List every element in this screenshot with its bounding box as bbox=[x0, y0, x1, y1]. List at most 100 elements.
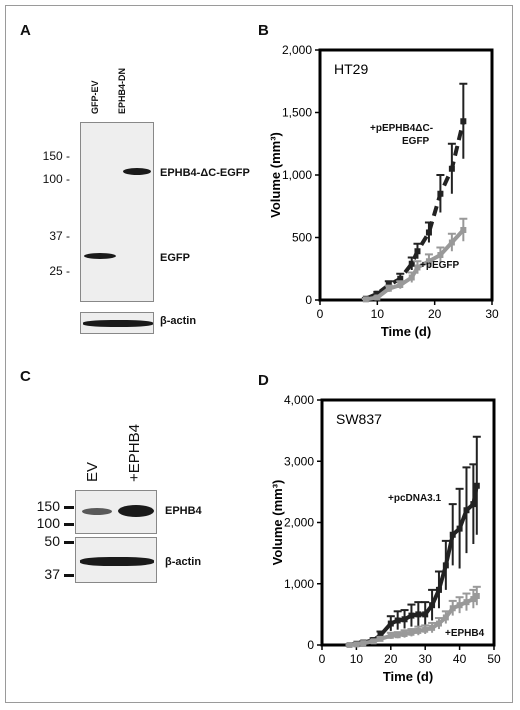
chart-b-data-point bbox=[414, 264, 421, 271]
chart-d-ytick-label: 1,000 bbox=[284, 577, 314, 591]
band-ephb4-ev bbox=[82, 508, 112, 515]
chart-b-data-point bbox=[460, 227, 467, 233]
band-actin-a bbox=[83, 320, 153, 327]
chart-d-data-point bbox=[353, 641, 360, 648]
chart-b-ytick-label: 1,000 bbox=[282, 168, 312, 182]
mw-marker-150: 150 - bbox=[42, 149, 70, 163]
chart-b-xtick-label: 20 bbox=[428, 307, 442, 321]
label-beta-actin-a: β-actin bbox=[160, 315, 197, 327]
chart-d-xtick-label: 0 bbox=[319, 652, 326, 666]
western-blot-a bbox=[80, 122, 154, 302]
chart-b-ytick-label: 0 bbox=[305, 293, 312, 307]
chart-b-xtick-label: 10 bbox=[371, 307, 385, 321]
chart-b-xlabel: Time (d) bbox=[381, 324, 431, 339]
chart-d-data-point bbox=[377, 632, 384, 639]
chart-d-data-point bbox=[470, 596, 477, 603]
chart-d-xtick-label: 10 bbox=[350, 652, 364, 666]
chart-d-data-point bbox=[429, 602, 436, 609]
chart-d-series-line-0 bbox=[349, 485, 479, 647]
chart-b-data-point bbox=[385, 285, 392, 292]
chart-b-data-point bbox=[414, 248, 421, 255]
chart-b-ytick-label: 1,500 bbox=[282, 106, 312, 120]
label-egfp: EGFP bbox=[160, 252, 190, 264]
band-egfp bbox=[84, 253, 116, 259]
chart-b-data-point bbox=[437, 190, 444, 197]
mw-tick-c-100 bbox=[64, 523, 74, 526]
mw-tick-c-37 bbox=[64, 574, 74, 577]
chart-b-data-point bbox=[362, 296, 369, 303]
band-actin-c bbox=[80, 557, 154, 566]
chart-d-data-point bbox=[463, 599, 470, 606]
panel-b-letter: B bbox=[258, 22, 269, 39]
chart-d-xtick-label: 50 bbox=[487, 652, 501, 666]
series-label-pegfp: +pEGFP bbox=[420, 260, 460, 271]
chart-b-inset-label: HT29 bbox=[334, 61, 368, 77]
chart-b-ytick-label: 2,000 bbox=[282, 43, 312, 57]
chart-d-xlabel: Time (d) bbox=[383, 669, 433, 684]
chart-d-data-point bbox=[473, 482, 480, 489]
mw-marker-c-100: 100 bbox=[36, 515, 60, 531]
chart-d-data-point bbox=[415, 627, 422, 634]
series-label-pephb4dc: +pEPHB4ΔC- bbox=[370, 123, 434, 134]
chart-d-data-point bbox=[470, 501, 477, 508]
chart-d-data-point bbox=[387, 620, 394, 627]
chart-b-data-point bbox=[374, 294, 381, 301]
chart-d-ylabel: Volume (mm³) bbox=[270, 480, 285, 566]
chart-d-data-point bbox=[394, 617, 401, 624]
chart-d-data-point bbox=[360, 640, 367, 647]
chart-d-data-point bbox=[370, 638, 377, 645]
chart-d-data-point bbox=[435, 620, 442, 627]
chart-d-ytick-label: 4,000 bbox=[284, 393, 314, 407]
chart-d-data-point bbox=[442, 614, 449, 621]
chart-b-data-point bbox=[437, 252, 444, 258]
label-ephb4-c: EPHB4 bbox=[165, 505, 202, 517]
chart-d-data-point bbox=[435, 586, 442, 593]
chart-d-data-point bbox=[422, 626, 429, 633]
chart-d-data-point bbox=[463, 507, 470, 514]
chart-d-data-point bbox=[401, 630, 408, 637]
chart-d-xtick-label: 40 bbox=[453, 652, 467, 666]
western-blot-a-actin bbox=[80, 312, 154, 334]
mw-marker-100: 100 - bbox=[42, 172, 70, 186]
mw-marker-c-150: 150 bbox=[36, 498, 60, 514]
figure-frame bbox=[5, 5, 513, 703]
chart-b-data-point bbox=[397, 282, 404, 288]
chart-b-data-point bbox=[397, 275, 404, 282]
chart-b-ylabel: Volume (mm³) bbox=[268, 132, 283, 218]
mw-marker-37: 37 - bbox=[49, 229, 70, 243]
series-label-ephb4: +EPHB4 bbox=[445, 628, 485, 639]
band-ephb4-dc-egfp bbox=[123, 168, 151, 175]
chart-d-data-point bbox=[449, 605, 456, 612]
panel-a-letter: A bbox=[20, 22, 31, 39]
mw-tick-c-150 bbox=[64, 506, 74, 509]
mw-tick-c-50 bbox=[64, 541, 74, 544]
chart-b-data-point bbox=[448, 165, 455, 172]
label-beta-actin-c: β-actin bbox=[165, 556, 202, 568]
chart-d-xtick-label: 20 bbox=[384, 652, 398, 666]
series-label-pcdna31: +pcDNA3.1 bbox=[388, 493, 442, 504]
chart-b-xtick-label: 0 bbox=[317, 307, 324, 321]
chart-d-data-point bbox=[394, 632, 401, 639]
panel-c-letter: C bbox=[20, 368, 31, 385]
mw-marker-c-37: 37 bbox=[44, 566, 60, 582]
chart-b-ytick-label: 500 bbox=[292, 231, 312, 245]
chart-b-data-point bbox=[408, 274, 415, 281]
chart-d-data-point bbox=[408, 629, 415, 636]
chart-d-ytick-label: 3,000 bbox=[284, 454, 314, 468]
chart-b-data-point bbox=[408, 260, 415, 267]
chart-b-data-point bbox=[425, 229, 432, 236]
chart-d-data-point bbox=[456, 525, 463, 532]
series-label-pephb4dc-egfp: EGFP bbox=[402, 136, 430, 147]
chart-d-plot-frame bbox=[320, 398, 496, 647]
chart-b-data-point bbox=[448, 239, 455, 246]
chart-d-data-point bbox=[387, 632, 394, 639]
chart-d-xtick-label: 30 bbox=[419, 652, 433, 666]
chart-d-data-point bbox=[401, 616, 408, 623]
chart-d-data-point bbox=[377, 635, 384, 642]
western-blot-c-actin bbox=[75, 537, 157, 583]
chart-d-ytick-label: 0 bbox=[307, 638, 314, 652]
chart-d-data-point bbox=[429, 624, 436, 631]
chart-d-data-point bbox=[449, 531, 456, 538]
